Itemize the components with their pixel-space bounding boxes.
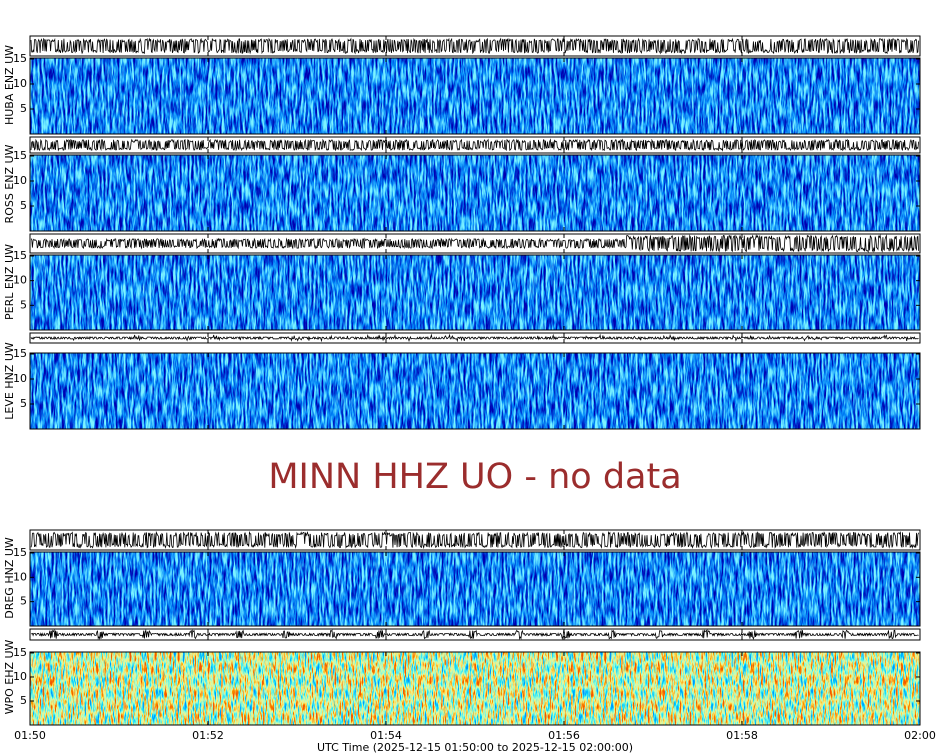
waveform [30, 234, 919, 253]
y-tick-label: 5 [20, 694, 27, 707]
x-tick-label: 01:56 [548, 729, 580, 742]
waveform [30, 37, 919, 55]
y-tick-label: 10 [13, 670, 27, 683]
y-axis-label: LEVE HNZ UW [3, 342, 16, 420]
spectrogram [30, 58, 920, 134]
x-tick-label: 01:52 [192, 729, 224, 742]
y-tick-label: 10 [13, 372, 27, 385]
waveform-frame [29, 628, 921, 641]
spectrogram-frame [29, 551, 921, 627]
waveform-frame [29, 332, 921, 344]
waveform [30, 333, 919, 343]
y-tick-label: 15 [13, 52, 27, 65]
y-tick-label: 10 [13, 174, 27, 187]
x-tick-label: 01:58 [726, 729, 758, 742]
x-tick-label: 01:50 [14, 729, 46, 742]
y-axis-label: PERL ENZ UW [3, 244, 16, 320]
spectrogram-frame [29, 57, 921, 135]
y-tick-label: 15 [13, 149, 27, 162]
y-axis-label: DREG HNZ UW [3, 537, 16, 619]
y-tick-label: 15 [13, 347, 27, 360]
waveform [30, 530, 919, 550]
y-tick-label: 5 [20, 595, 27, 608]
y-axis-label: ROSS ENZ UW [3, 144, 16, 223]
y-tick-label: 5 [20, 199, 27, 212]
y-tick-label: 10 [13, 570, 27, 583]
spectrogram [30, 652, 920, 725]
y-tick-label: 10 [13, 77, 27, 90]
y-tick-label: 5 [20, 102, 27, 115]
spectrogram-frame [29, 254, 921, 331]
x-tick-label: 01:54 [370, 729, 402, 742]
y-tick-label: 15 [13, 546, 27, 559]
waveform [30, 138, 919, 152]
y-axis-label: WPO EHZ UW [3, 639, 16, 714]
spectrogram-frame [29, 154, 921, 232]
no-data-message: MINN HHZ UO - no data [268, 457, 681, 497]
spectrogram-frame [29, 352, 921, 430]
waveform [30, 628, 919, 641]
spectrogram [30, 552, 920, 626]
y-tick-label: 10 [13, 274, 27, 287]
spectrogram [30, 255, 920, 330]
y-tick-label: 5 [20, 298, 27, 311]
y-tick-label: 5 [20, 397, 27, 410]
x-axis-label: UTC Time (2025-12-15 01:50:00 to 2025-12… [317, 741, 633, 754]
waveform-frame [29, 529, 921, 551]
spectrogram [30, 155, 920, 231]
y-axis-label: HUBA ENZ UW [3, 45, 16, 125]
spectrogram-frame [29, 651, 921, 726]
y-tick-label: 15 [13, 646, 27, 659]
x-tick-label: 02:00 [904, 729, 936, 742]
y-tick-label: 15 [13, 249, 27, 262]
spectrogram [30, 353, 920, 429]
